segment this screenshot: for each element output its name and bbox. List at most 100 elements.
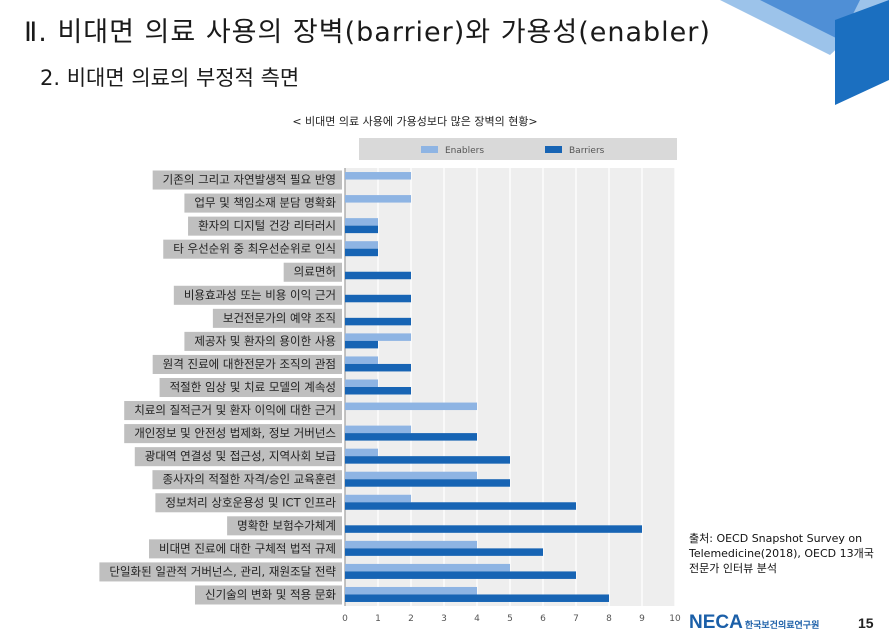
category-label: 치료의 질적근거 및 환자 이익에 대한 근거	[124, 401, 342, 421]
legend-label: Enablers	[445, 146, 484, 156]
category-label-bg	[134, 447, 342, 467]
bar-enablers	[345, 356, 378, 364]
x-tick-label: 5	[507, 614, 513, 624]
category-label: 비대면 진료에 대한 구체적 법적 규제	[149, 539, 342, 559]
category-label-bg	[152, 470, 342, 490]
category-label: 광대역 연결성 및 접근성, 지역사회 보급	[134, 447, 342, 467]
category-label: 기존의 그리고 자연발생적 필요 반영	[152, 170, 342, 190]
category-label-text: 신기술의 변화 및 적용 문화	[205, 587, 336, 601]
category-label-bg	[99, 562, 342, 582]
category-label: 적절한 임상 및 치료 모델의 계속성	[159, 377, 342, 398]
logo-text: 한국보건의료연구원	[744, 621, 820, 631]
bar-enablers	[345, 402, 477, 411]
category-label-bg	[159, 377, 342, 398]
x-tick-label: 9	[639, 614, 645, 624]
bar-barriers	[345, 502, 576, 510]
bar-barriers	[345, 571, 576, 579]
bar-enablers	[345, 563, 510, 572]
chart-title: < 비대면 의료 사용에 가용성보다 많은 장벽의 현황>	[292, 115, 538, 128]
category-label-text: 단일화된 일관적 거버넌스, 관리, 재원조달 전략	[109, 564, 336, 578]
x-tick-label: 7	[573, 614, 579, 624]
category-label: 의료면허	[283, 262, 342, 282]
category-label-text: 개인정보 및 안전성 법제화, 정보 거버넌스	[134, 426, 336, 440]
category-label: 개인정보 및 안전성 법제화, 정보 거버넌스	[124, 424, 342, 444]
category-label: 타 우선순위 중 최우선순위로 인식	[163, 239, 342, 259]
x-tick-label: 8	[606, 614, 612, 624]
bar-barriers	[345, 225, 378, 234]
category-label-text: 비용효과성 또는 비용 이익 근거	[184, 288, 336, 302]
bar-barriers	[345, 387, 411, 395]
bar-enablers	[345, 586, 477, 595]
bar-barriers	[345, 433, 477, 441]
x-tick-label: 0	[342, 614, 348, 624]
category-label: 종사자의 적절한 자격/승인 교육훈련	[152, 470, 342, 490]
bar-enablers	[345, 195, 411, 203]
bar-barriers	[345, 317, 411, 326]
category-label-bg	[194, 585, 342, 605]
category-label-text: 원격 진료에 대한전문가 조직의 관점	[163, 357, 336, 371]
category-label-text: 치료의 질적근거 및 환자 이익에 대한 근거	[134, 403, 336, 417]
category-label-bg	[152, 170, 342, 190]
category-label: 신기술의 변화 및 적용 문화	[194, 585, 342, 605]
bar-barriers	[345, 525, 642, 533]
bar-barriers	[345, 456, 510, 464]
category-label-text: 타 우선순위 중 최우선순위로 인식	[173, 242, 336, 256]
category-label-text: 환자의 디지털 건강 리터러시	[198, 219, 336, 233]
neca-logo: NECA 한국보건의료연구원	[689, 612, 819, 634]
category-label-bg	[283, 262, 342, 282]
category-label: 정보처리 상호운용성 및 ICT 인프라	[155, 493, 342, 513]
category-label-text: 보건전문가의 예약 조직	[223, 311, 336, 325]
page-number: 15	[858, 615, 874, 631]
category-label-bg	[152, 354, 342, 374]
legend-swatch	[545, 146, 562, 153]
bar-enablers	[345, 172, 411, 180]
bar-barriers	[345, 294, 411, 303]
category-label-bg	[163, 239, 342, 259]
bar-barriers	[345, 248, 378, 257]
category-label: 보건전문가의 예약 조직	[212, 308, 342, 328]
category-label-bg	[184, 193, 342, 213]
bar-enablers	[345, 379, 378, 387]
category-label: 명확한 보험수가체계	[227, 516, 342, 536]
category-label-text: 기존의 그리고 자연발생적 필요 반영	[163, 173, 336, 187]
category-label: 비용효과성 또는 비용 이익 근거	[173, 285, 342, 305]
x-tick-label: 3	[441, 614, 447, 624]
x-tick-label: 6	[540, 614, 546, 624]
legend-box	[359, 138, 677, 160]
bar-enablers	[345, 540, 477, 549]
category-label-text: 적절한 임상 및 치료 모델의 계속성	[170, 380, 336, 394]
category-label-text: 종사자의 적절한 자격/승인 교육훈련	[162, 472, 336, 486]
category-label-bg	[124, 424, 342, 444]
category-label-text: 업무 및 책임소재 분담 명확화	[194, 196, 336, 210]
legend-label: Barriers	[569, 146, 605, 156]
category-label: 단일화된 일관적 거버넌스, 관리, 재원조달 전략	[99, 562, 342, 582]
category-label-bg	[155, 493, 342, 513]
slide-title: Ⅱ. 비대면 의료 사용의 장벽(barrier)와 가용성(enabler)	[24, 17, 711, 48]
category-label-bg	[188, 216, 342, 236]
x-tick-label: 2	[408, 614, 414, 624]
category-label-bg	[227, 516, 342, 536]
slide-subtitle: 2. 비대면 의료의 부정적 측면	[40, 66, 300, 90]
category-label-text: 명확한 보험수가체계	[237, 518, 336, 532]
category-label-bg	[173, 285, 342, 305]
source-note: 출처: OECD Snapshot Survey on Telemedicine…	[689, 532, 874, 575]
bar-barriers	[345, 548, 543, 556]
bar-enablers	[345, 218, 378, 226]
category-label-text: 의료면허	[294, 265, 336, 279]
category-label-text: 비대면 진료에 대한 구체적 법적 규제	[159, 541, 336, 555]
category-label-text: 정보처리 상호운용성 및 ICT 인프라	[165, 495, 336, 509]
bar-enablers	[345, 471, 477, 480]
bar-enablers	[345, 425, 411, 434]
bar-enablers	[345, 333, 411, 341]
category-label: 환자의 디지털 건강 리터러시	[188, 216, 342, 236]
bar-barriers	[345, 340, 378, 349]
category-label-bg	[124, 401, 342, 421]
logo-mark: NECA	[689, 612, 743, 633]
category-label: 제공자 및 환자의 용이한 사용	[184, 331, 342, 351]
category-label-text: 제공자 및 환자의 용이한 사용	[194, 334, 336, 348]
corner-triangle-dark	[835, 0, 889, 105]
legend-swatch	[421, 146, 438, 153]
category-label-bg	[149, 539, 342, 559]
